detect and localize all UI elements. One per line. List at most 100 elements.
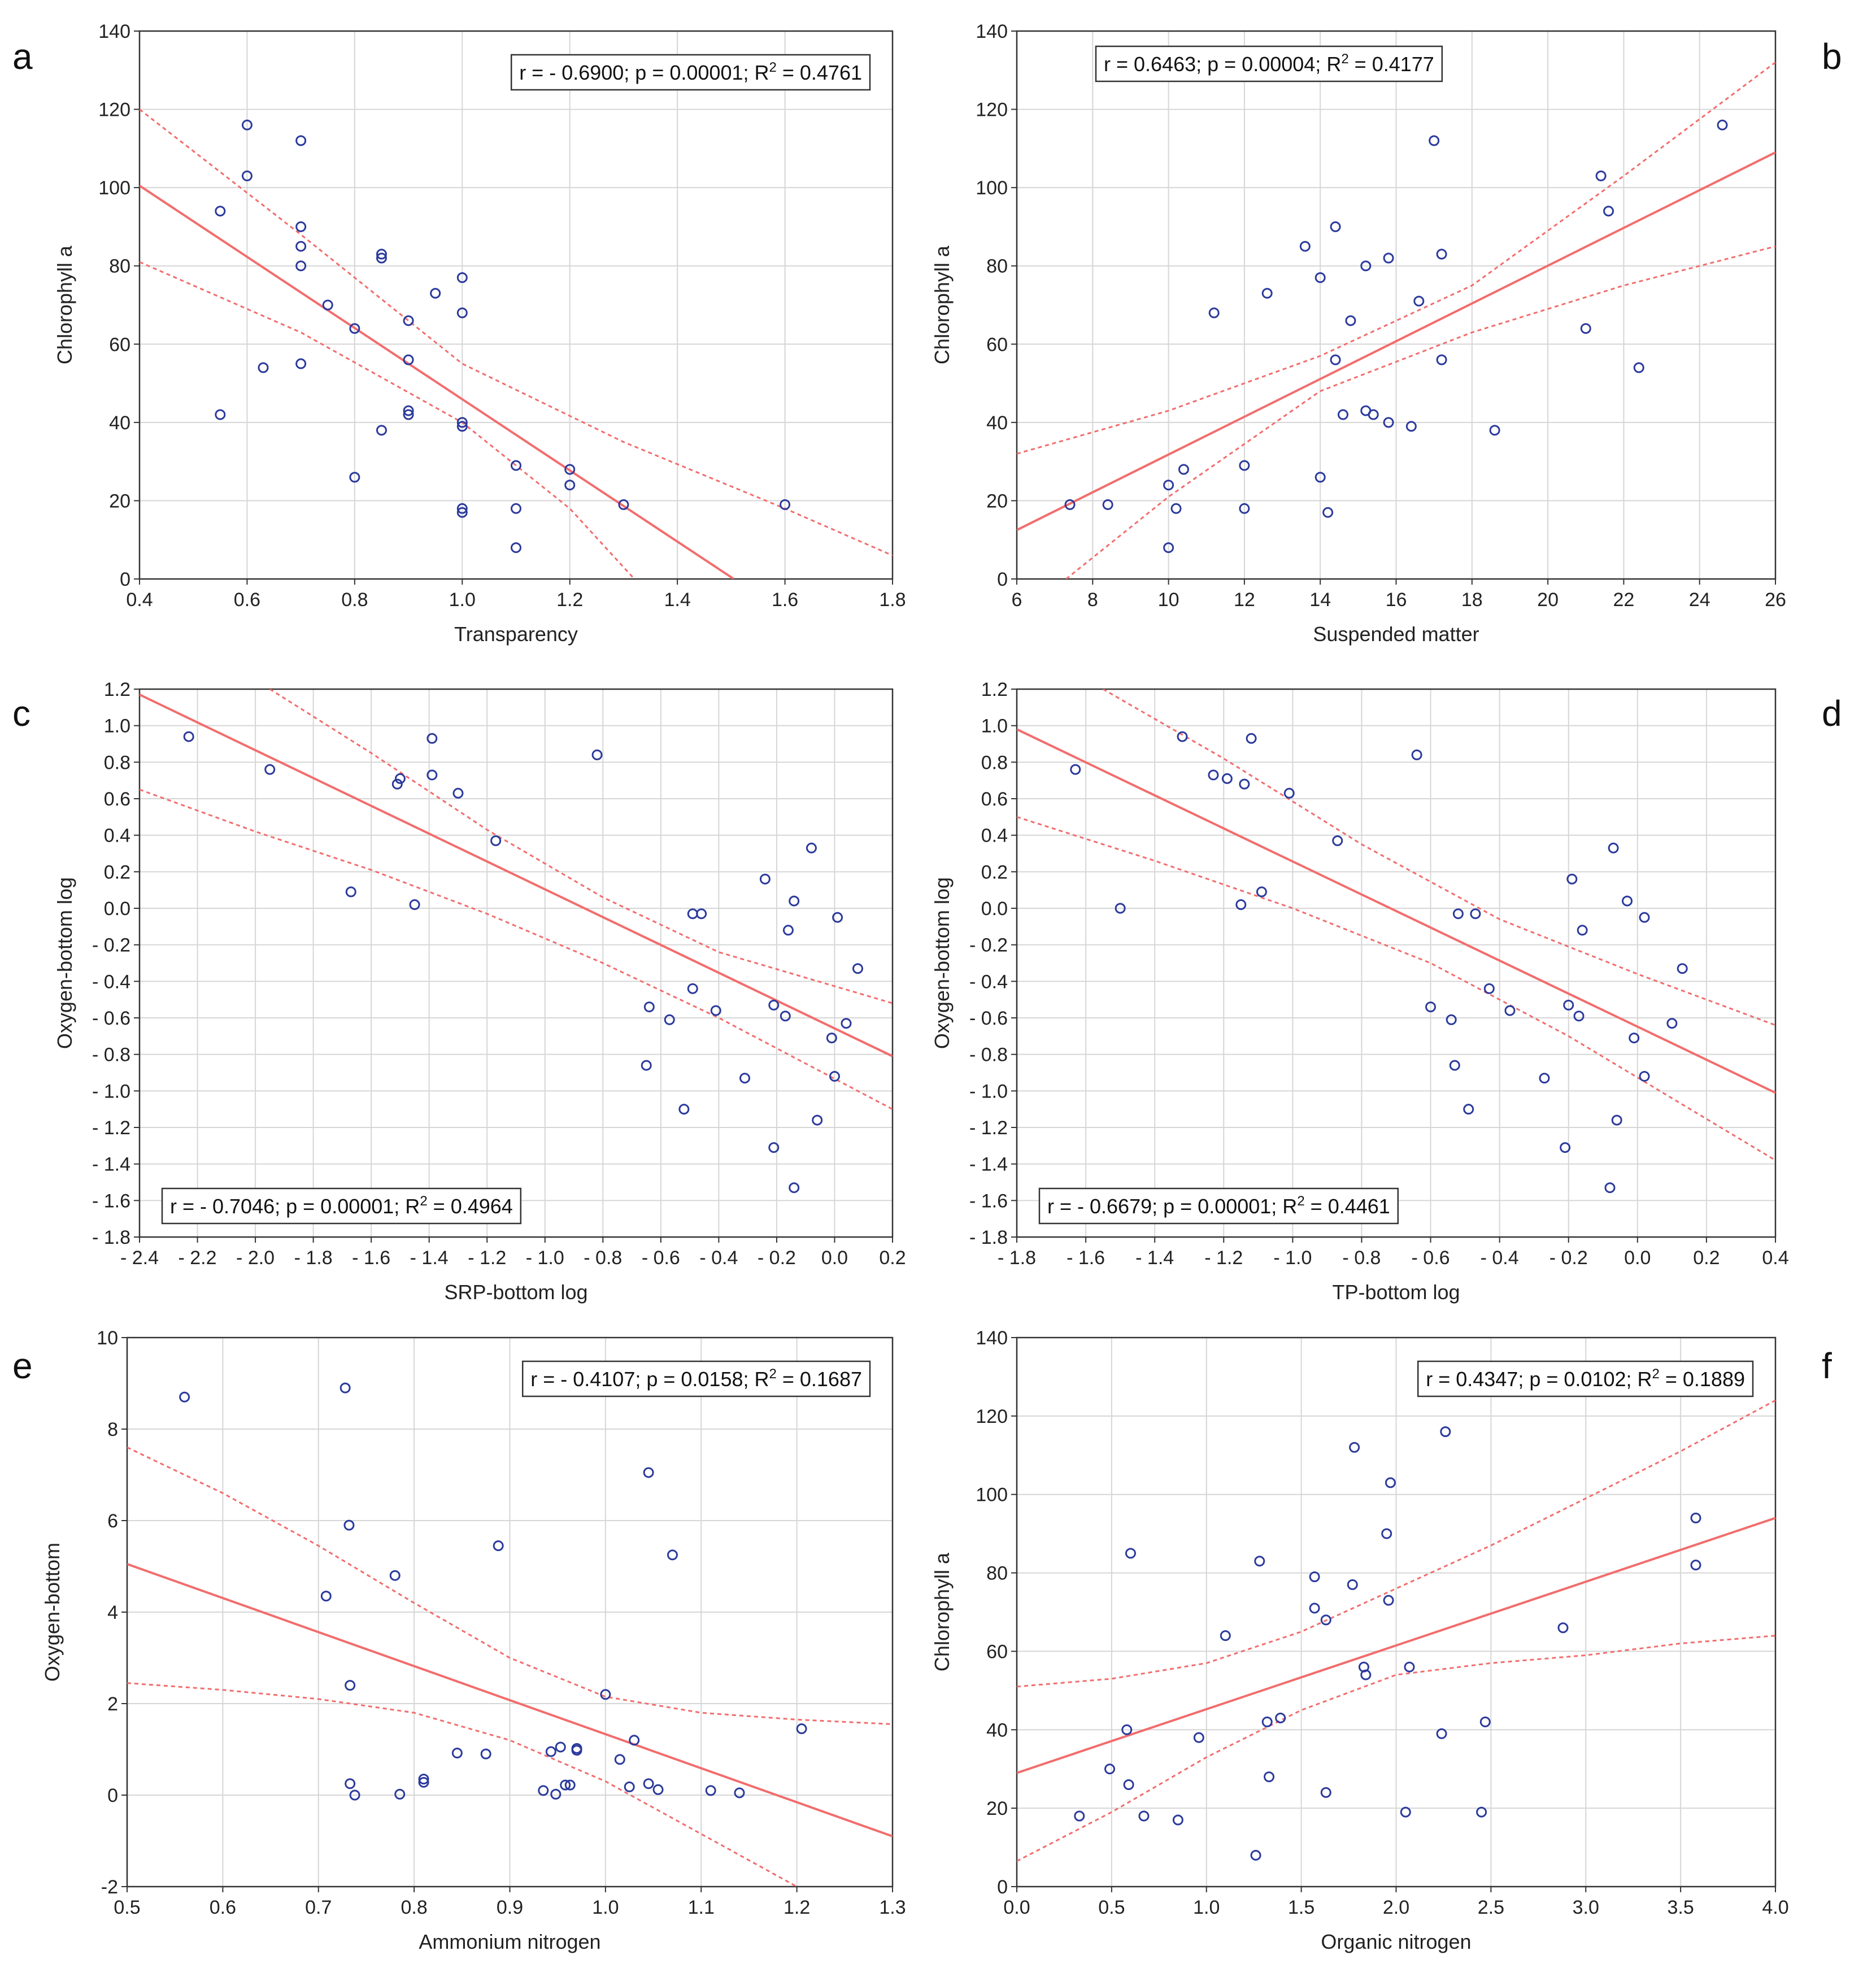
x-axis-label: Ammonium nitrogen xyxy=(419,1930,600,1953)
y-tick-label: 2 xyxy=(107,1693,118,1715)
x-axis-label: SRP-bottom log xyxy=(444,1281,587,1304)
data-point xyxy=(1581,324,1590,333)
data-point xyxy=(259,363,268,372)
y-tick-label: 80 xyxy=(986,1563,1008,1584)
y-tick-label: 0.4 xyxy=(104,825,130,847)
y-tick-label: 4 xyxy=(107,1602,118,1623)
ci-lower-line xyxy=(127,1683,797,1887)
data-point xyxy=(625,1782,634,1791)
data-point xyxy=(1407,422,1416,431)
y-tick-label: 0.0 xyxy=(104,898,130,920)
y-tick-label: 0.2 xyxy=(104,861,130,883)
data-point xyxy=(491,836,500,845)
data-point xyxy=(1596,171,1605,180)
stats-text: r = - 0.6900; p = 0.00001; R2 = 0.4761 xyxy=(519,60,862,84)
stats-text: r = 0.4347; p = 0.0102; R2 = 0.1889 xyxy=(1426,1366,1745,1391)
data-point xyxy=(1605,1183,1614,1192)
panel-f: 0.0 0.5 1.0 1.5 2.0 2.5 3.0 3.5 4.00204060801001… xyxy=(930,1327,1832,1953)
x-tick-label: 1.8 xyxy=(879,589,906,611)
x-tick-label: - 1.4 xyxy=(1135,1247,1174,1269)
stats-box: r = - 0.7046; p = 0.00001; R2 = 0.4964 xyxy=(162,1188,521,1223)
y-tick-label: 8 xyxy=(107,1419,118,1440)
y-tick-label: 1.2 xyxy=(104,679,130,700)
x-axis-label: TP-bottom log xyxy=(1332,1281,1460,1304)
y-tick-label: 40 xyxy=(986,412,1008,434)
x-tick-label: 16 xyxy=(1386,589,1407,611)
data-point xyxy=(1481,1717,1490,1726)
x-tick-label: - 1.0 xyxy=(526,1247,564,1269)
x-tick-label: 1.4 xyxy=(664,589,691,611)
y-tick-label: 100 xyxy=(976,1484,1008,1506)
regression-line xyxy=(1017,729,1775,1093)
ci-upper-line xyxy=(140,110,893,556)
data-point xyxy=(1369,410,1378,419)
x-tick-label: 1.0 xyxy=(1193,1897,1220,1918)
y-tick-label: 80 xyxy=(109,256,130,277)
y-tick-label: 0.0 xyxy=(981,898,1008,920)
y-tick-label: 0.8 xyxy=(104,752,130,773)
y-axis-label: Chlorophyll a xyxy=(53,245,76,364)
x-tick-label: 22 xyxy=(1613,589,1634,611)
x-tick-label: - 0.4 xyxy=(699,1247,738,1269)
data-point xyxy=(688,984,697,993)
data-point xyxy=(377,426,386,435)
data-point xyxy=(1490,426,1499,435)
data-point xyxy=(1221,1631,1230,1640)
x-tick-label: 4.0 xyxy=(1762,1897,1788,1918)
data-point xyxy=(1338,410,1347,419)
stats-text: r = - 0.7046; p = 0.00001; R2 = 0.4964 xyxy=(170,1194,513,1218)
data-point xyxy=(1321,1788,1330,1797)
x-tick-label: - 1.8 xyxy=(998,1247,1036,1269)
x-tick-label: 1.1 xyxy=(688,1897,715,1918)
data-point xyxy=(1640,913,1649,922)
y-axis-label: Chlorophyll a xyxy=(930,245,954,364)
data-point xyxy=(645,1003,654,1012)
y-tick-label: 120 xyxy=(98,99,130,121)
x-tick-label: 12 xyxy=(1234,589,1255,611)
y-tick-label: - 0.4 xyxy=(92,971,130,992)
y-tick-label: 140 xyxy=(98,21,130,42)
stats-box: r = - 0.4107; p = 0.0158; R2 = 0.1687 xyxy=(523,1361,870,1396)
stats-box: r = - 0.6900; p = 0.00001; R2 = 0.4761 xyxy=(511,55,870,90)
x-tick-label: 0.0 xyxy=(1624,1247,1651,1269)
data-point xyxy=(1668,1019,1677,1028)
data-point xyxy=(341,1383,350,1392)
y-tick-label: - 1.4 xyxy=(92,1154,130,1175)
x-tick-label: - 0.2 xyxy=(758,1247,796,1269)
x-tick-label: - 1.6 xyxy=(352,1247,390,1269)
data-point xyxy=(807,843,816,852)
data-point xyxy=(297,359,306,368)
data-point xyxy=(1574,1012,1583,1021)
y-tick-label: 80 xyxy=(986,256,1008,277)
y-tick-label: 120 xyxy=(976,1406,1008,1427)
y-tick-label: - 0.6 xyxy=(92,1008,130,1029)
x-tick-label: 1.5 xyxy=(1288,1897,1314,1918)
x-tick-label: 1.0 xyxy=(592,1897,619,1918)
y-axis-label: Oxygen-bottom xyxy=(41,1543,64,1682)
x-axis-label: Suspended matter xyxy=(1313,622,1479,646)
plot-frame xyxy=(140,689,893,1237)
y-tick-label: 100 xyxy=(98,177,130,199)
y-tick-label: - 0.2 xyxy=(969,935,1008,956)
x-tick-label: 20 xyxy=(1537,589,1559,611)
data-point xyxy=(1139,1811,1148,1821)
x-tick-label: - 1.4 xyxy=(410,1247,449,1269)
data-point xyxy=(346,1681,355,1690)
data-point xyxy=(644,1779,653,1788)
data-point xyxy=(1350,1443,1359,1452)
figure-canvas: 0.4 0.6 0.8 1.0 1.2 1.4 1.6 1.80204060801001201… xyxy=(0,0,1876,1977)
panel-label: d xyxy=(1822,693,1842,734)
data-point xyxy=(1324,508,1333,517)
x-tick-label: 0.6 xyxy=(210,1897,236,1918)
data-point xyxy=(1540,1074,1549,1083)
x-tick-label: 14 xyxy=(1309,589,1331,611)
y-tick-label: 0.6 xyxy=(981,789,1008,810)
x-tick-label: - 0.8 xyxy=(584,1247,622,1269)
data-point xyxy=(1384,1596,1393,1605)
data-point xyxy=(654,1785,663,1794)
data-point xyxy=(784,926,793,935)
x-tick-label: 26 xyxy=(1765,589,1786,611)
stats-text: r = - 0.6679; p = 0.00001; R2 = 0.4461 xyxy=(1047,1194,1390,1218)
data-point xyxy=(1257,887,1266,896)
x-tick-label: 0.9 xyxy=(497,1897,523,1918)
